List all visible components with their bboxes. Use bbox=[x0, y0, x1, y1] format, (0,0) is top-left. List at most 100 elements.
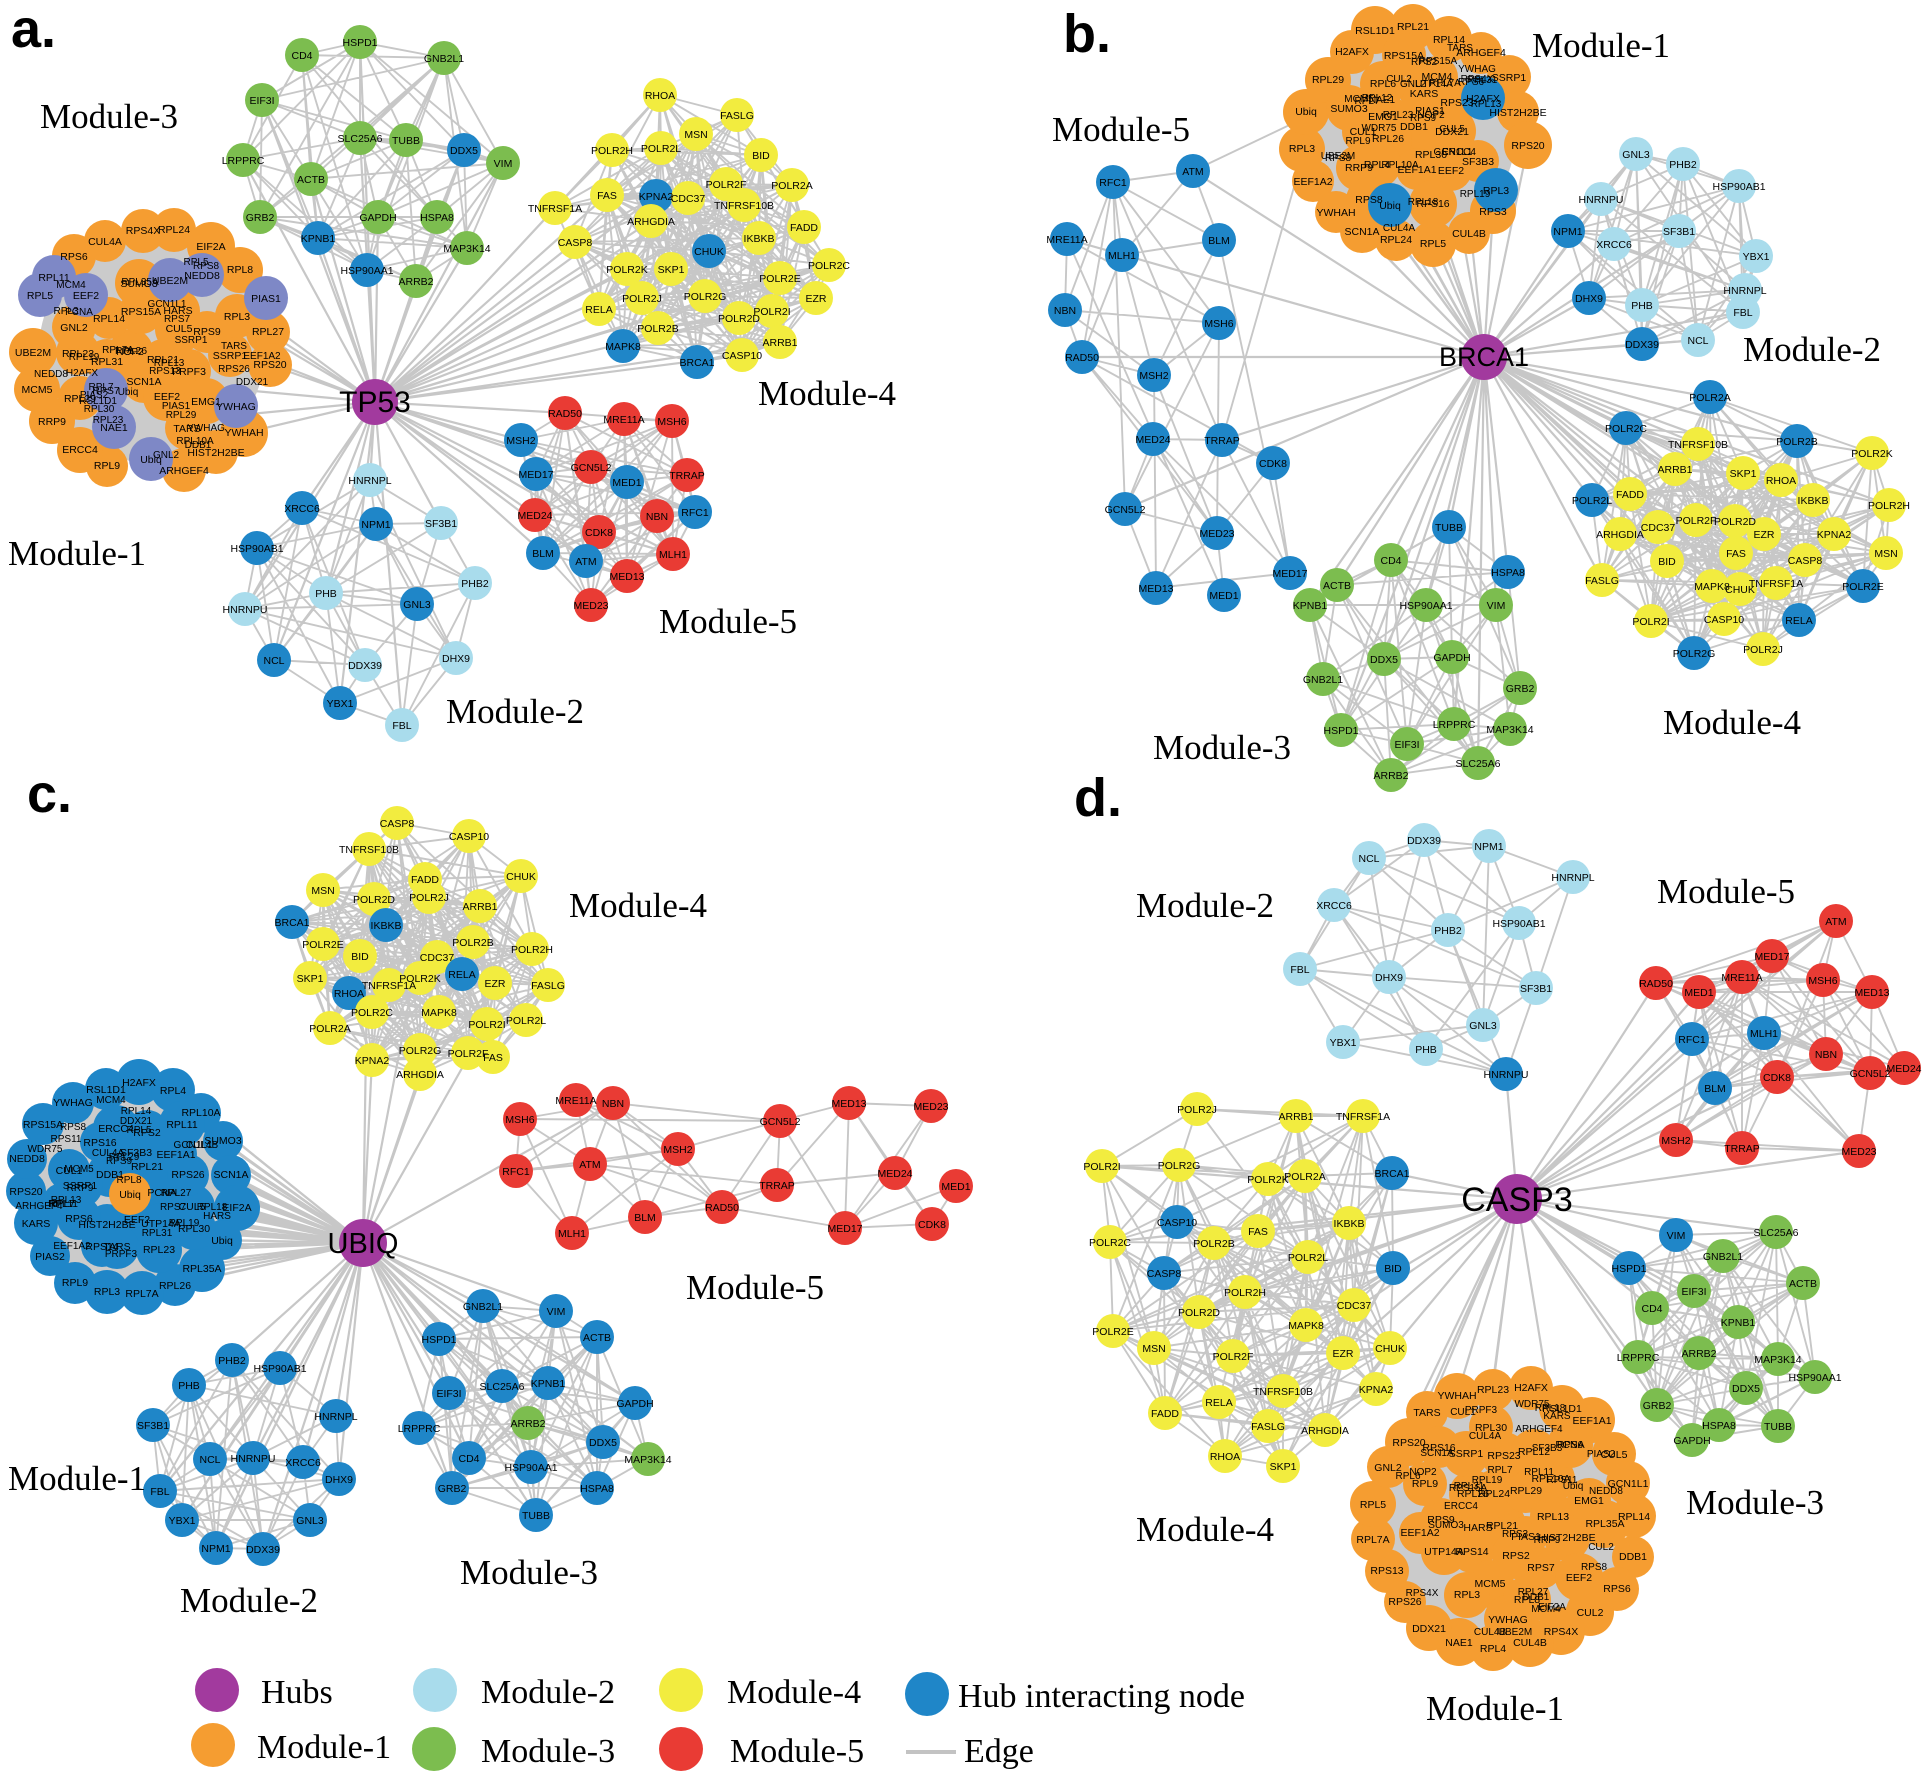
svg-text:KPNB1: KPNB1 bbox=[1293, 600, 1328, 612]
svg-text:RPS7: RPS7 bbox=[160, 1202, 187, 1213]
svg-text:RPL30: RPL30 bbox=[1475, 1422, 1507, 1434]
svg-text:VIM: VIM bbox=[1667, 1230, 1686, 1242]
svg-text:RPL18: RPL18 bbox=[1408, 197, 1439, 208]
svg-text:POLR2A: POLR2A bbox=[309, 1023, 350, 1035]
svg-text:RPL30: RPL30 bbox=[178, 1223, 210, 1235]
svg-text:KPNB1: KPNB1 bbox=[301, 233, 336, 245]
svg-text:RPS6: RPS6 bbox=[1603, 1583, 1631, 1595]
svg-text:Hub interacting node: Hub interacting node bbox=[958, 1678, 1245, 1715]
svg-text:POLR2I: POLR2I bbox=[1083, 1161, 1120, 1173]
svg-text:RPL6: RPL6 bbox=[1395, 1471, 1420, 1482]
svg-text:MAPK8: MAPK8 bbox=[421, 1007, 457, 1019]
svg-text:RFC1: RFC1 bbox=[1099, 177, 1127, 189]
svg-text:RPL31: RPL31 bbox=[142, 1228, 173, 1239]
svg-text:TRRAP: TRRAP bbox=[669, 470, 705, 482]
svg-text:RPL3: RPL3 bbox=[1454, 1589, 1480, 1601]
svg-text:TUBB: TUBB bbox=[392, 135, 420, 147]
svg-text:BID: BID bbox=[752, 150, 770, 162]
svg-text:HIST2H2BE: HIST2H2BE bbox=[1538, 1532, 1595, 1544]
svg-text:RPL35A: RPL35A bbox=[182, 1263, 221, 1275]
svg-text:MSH6: MSH6 bbox=[657, 416, 686, 428]
svg-text:RPL8: RPL8 bbox=[227, 264, 253, 276]
svg-text:SF3B3: SF3B3 bbox=[1532, 1443, 1563, 1454]
svg-text:CD4: CD4 bbox=[1641, 1303, 1662, 1315]
svg-text:MAP3K14: MAP3K14 bbox=[624, 1454, 671, 1466]
svg-text:HARS: HARS bbox=[1463, 1522, 1492, 1534]
svg-text:MSH2: MSH2 bbox=[506, 435, 535, 447]
svg-text:FBL: FBL bbox=[392, 720, 411, 732]
svg-text:RPL23: RPL23 bbox=[143, 1244, 175, 1256]
svg-text:GCN5L2: GCN5L2 bbox=[571, 462, 612, 474]
svg-text:DDX21: DDX21 bbox=[236, 377, 269, 388]
svg-text:POLR2E: POLR2E bbox=[1092, 1326, 1133, 1338]
svg-text:NPM1: NPM1 bbox=[201, 1543, 230, 1555]
svg-text:POLR2J: POLR2J bbox=[1743, 644, 1783, 656]
svg-text:RPS6: RPS6 bbox=[1557, 1440, 1584, 1451]
svg-text:RPL27: RPL27 bbox=[161, 1188, 192, 1199]
svg-text:HNRNPL: HNRNPL bbox=[1551, 872, 1594, 884]
svg-text:RPL4: RPL4 bbox=[160, 1085, 186, 1097]
svg-text:PIAS1: PIAS1 bbox=[1511, 1531, 1541, 1543]
svg-text:CASP8: CASP8 bbox=[558, 237, 593, 249]
svg-text:SLC25A6: SLC25A6 bbox=[1754, 1227, 1799, 1239]
svg-text:LRPPRC: LRPPRC bbox=[1617, 1352, 1660, 1364]
svg-text:CUL1: CUL1 bbox=[56, 1165, 83, 1177]
svg-text:GNL2: GNL2 bbox=[153, 450, 180, 461]
svg-text:POLR2D: POLR2D bbox=[353, 894, 395, 906]
svg-text:NPM1: NPM1 bbox=[361, 519, 390, 531]
svg-text:YWHAG: YWHAG bbox=[1458, 64, 1496, 75]
svg-text:SF3B3: SF3B3 bbox=[120, 1147, 152, 1159]
svg-text:EEF2: EEF2 bbox=[1438, 165, 1464, 177]
svg-text:EEF1A2: EEF1A2 bbox=[1293, 176, 1332, 188]
svg-text:MSH6: MSH6 bbox=[1204, 318, 1233, 330]
svg-text:ERCC4: ERCC4 bbox=[1444, 1501, 1478, 1512]
svg-text:RPL11: RPL11 bbox=[48, 1199, 78, 1210]
svg-text:RPL9: RPL9 bbox=[62, 1277, 88, 1289]
svg-text:RAD50: RAD50 bbox=[548, 408, 582, 420]
svg-text:RHOA: RHOA bbox=[645, 90, 675, 102]
svg-text:PIAS2: PIAS2 bbox=[35, 1251, 65, 1263]
svg-text:RPL24: RPL24 bbox=[1380, 234, 1412, 246]
svg-text:PHB2: PHB2 bbox=[461, 578, 489, 590]
svg-text:DDX21: DDX21 bbox=[120, 1116, 153, 1127]
svg-text:BRCA1: BRCA1 bbox=[274, 917, 309, 929]
svg-text:MED13: MED13 bbox=[1854, 987, 1889, 999]
svg-text:POLR2C: POLR2C bbox=[1089, 1237, 1131, 1249]
svg-text:CUL5: CUL5 bbox=[1601, 1449, 1628, 1461]
svg-text:RPL29: RPL29 bbox=[109, 1152, 140, 1163]
svg-text:RPL12: RPL12 bbox=[1518, 1446, 1550, 1458]
svg-text:PIAS1: PIAS1 bbox=[162, 401, 191, 412]
svg-text:ARHGEF4: ARHGEF4 bbox=[1515, 1424, 1563, 1435]
svg-text:HIST2H2BE: HIST2H2BE bbox=[78, 1219, 135, 1231]
svg-text:POLR2L: POLR2L bbox=[1288, 1252, 1328, 1264]
svg-text:RPS16: RPS16 bbox=[83, 1137, 116, 1149]
svg-text:CHUK: CHUK bbox=[694, 246, 724, 258]
svg-text:MRE11A: MRE11A bbox=[555, 1095, 596, 1107]
svg-text:GRB2: GRB2 bbox=[438, 1483, 467, 1495]
svg-text:YBX1: YBX1 bbox=[1743, 251, 1770, 263]
svg-text:EEF2: EEF2 bbox=[1566, 1572, 1592, 1584]
svg-text:SSRP1: SSRP1 bbox=[1492, 72, 1527, 84]
svg-text:ARHGDIA: ARHGDIA bbox=[1301, 1425, 1349, 1437]
svg-text:Module-3: Module-3 bbox=[40, 97, 178, 136]
svg-text:FBL: FBL bbox=[1290, 964, 1309, 976]
svg-text:RPL11: RPL11 bbox=[166, 1119, 197, 1131]
svg-text:MED17: MED17 bbox=[518, 469, 553, 481]
svg-text:RPS7: RPS7 bbox=[92, 385, 120, 397]
svg-text:Module-4: Module-4 bbox=[1136, 1510, 1274, 1549]
svg-text:KARS: KARS bbox=[1410, 88, 1439, 100]
svg-text:RPL29: RPL29 bbox=[64, 393, 96, 405]
svg-text:MSN: MSN bbox=[1874, 548, 1897, 560]
svg-text:CUL1: CUL1 bbox=[1350, 126, 1377, 138]
svg-text:PCNA: PCNA bbox=[65, 307, 93, 318]
svg-text:KPNA2: KPNA2 bbox=[1359, 1384, 1394, 1396]
svg-text:NBN: NBN bbox=[1815, 1049, 1837, 1061]
svg-text:NEDD8: NEDD8 bbox=[34, 369, 68, 380]
svg-text:Module-5: Module-5 bbox=[730, 1733, 864, 1770]
svg-text:ARRB2: ARRB2 bbox=[510, 1418, 545, 1430]
svg-text:H2AFX: H2AFX bbox=[1335, 46, 1369, 58]
svg-text:TNFRSF1A: TNFRSF1A bbox=[362, 980, 416, 992]
svg-text:LRPPRC: LRPPRC bbox=[1433, 719, 1476, 731]
svg-text:ARRB1: ARRB1 bbox=[762, 337, 797, 349]
svg-text:SSRP1: SSRP1 bbox=[63, 1180, 98, 1192]
